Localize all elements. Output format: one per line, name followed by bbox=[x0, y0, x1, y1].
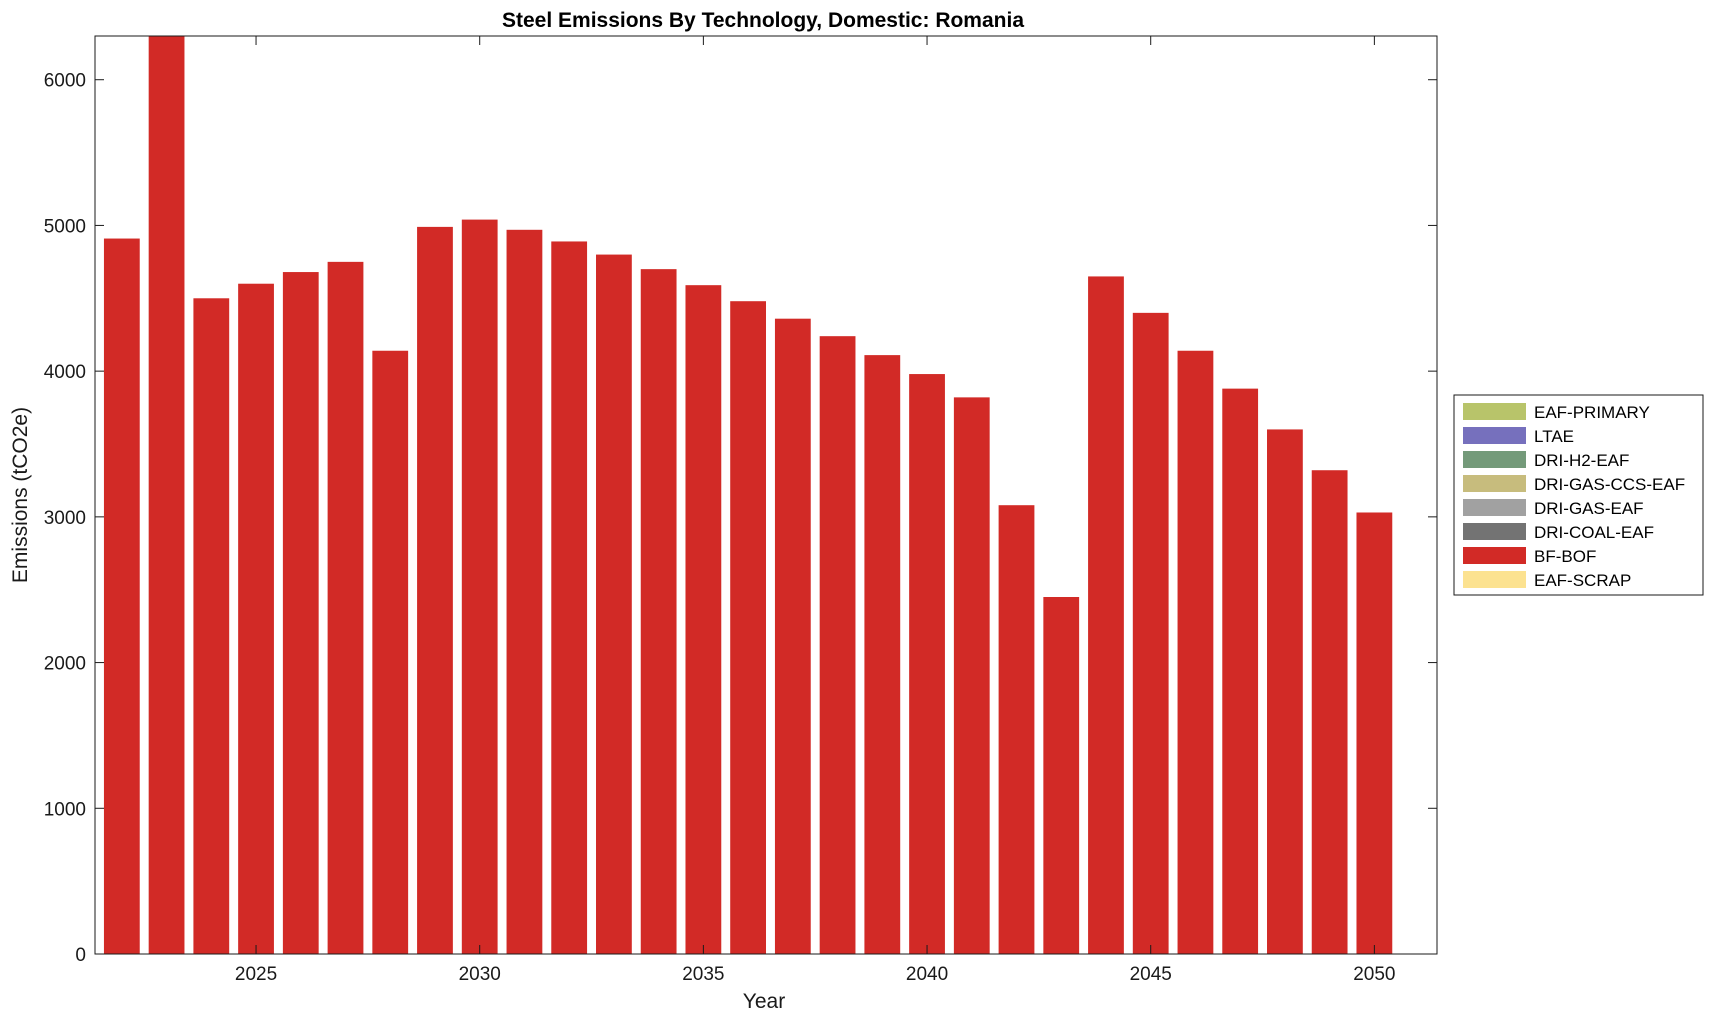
bar-bf-bof-2023 bbox=[148, 36, 185, 954]
y-axis-label: Emissions (tCO2e) bbox=[9, 407, 32, 583]
x-axis-label: Year bbox=[743, 990, 785, 1013]
x-tick-label: 2040 bbox=[906, 964, 948, 985]
bar-bf-bof-2027 bbox=[327, 261, 364, 954]
bar-bf-bof-2042 bbox=[998, 505, 1035, 954]
bar-bf-bof-2030 bbox=[461, 219, 498, 955]
bar-bf-bof-2037 bbox=[774, 318, 811, 955]
legend-label: DRI-GAS-EAF bbox=[1534, 499, 1644, 518]
legend-swatch-dri-gas-eaf bbox=[1463, 499, 1526, 516]
bar-bf-bof-2046 bbox=[1177, 350, 1214, 954]
y-tick-label: 5000 bbox=[44, 216, 86, 237]
bar-bf-bof-2035 bbox=[685, 285, 722, 955]
bar-bf-bof-2032 bbox=[551, 241, 588, 954]
y-tick-label: 0 bbox=[75, 945, 86, 966]
bar-bf-bof-2049 bbox=[1311, 470, 1348, 954]
legend-label: DRI-COAL-EAF bbox=[1534, 523, 1654, 542]
ticks-layer: 2025 2030 2035 2040 2045 2050 0 1000 2000 3000 400… bbox=[44, 36, 1437, 985]
bar-bf-bof-2045 bbox=[1132, 312, 1169, 954]
legend-swatch-dri-coal-eaf bbox=[1463, 523, 1526, 540]
bar-bf-bof-2036 bbox=[730, 301, 766, 954]
legend-swatch-bf-bof bbox=[1463, 547, 1526, 564]
bar-bf-bof-2029 bbox=[417, 226, 453, 954]
bar-bf-bof-2033 bbox=[596, 254, 632, 955]
x-tick-label: 2045 bbox=[1130, 964, 1172, 985]
bar-bf-bof-2040 bbox=[909, 374, 945, 954]
legend-swatch-eaf-primary bbox=[1463, 403, 1526, 420]
legend-label: DRI-GAS-CCS-EAF bbox=[1534, 475, 1685, 494]
bars-layer bbox=[103, 36, 1393, 955]
bar-bf-bof-2048 bbox=[1267, 429, 1303, 954]
legend-label: LTAE bbox=[1534, 427, 1574, 446]
y-tick-label: 4000 bbox=[44, 362, 86, 383]
bar-bf-bof-2028 bbox=[372, 350, 409, 954]
bar-bf-bof-2025 bbox=[238, 283, 274, 954]
legend-label: BF-BOF bbox=[1534, 547, 1596, 566]
x-tick-label: 2025 bbox=[235, 964, 277, 985]
bar-bf-bof-2047 bbox=[1222, 388, 1259, 955]
bar-bf-bof-2024 bbox=[193, 298, 230, 954]
legend-swatch-dri-h2-eaf bbox=[1463, 451, 1526, 468]
legend-label: EAF-PRIMARY bbox=[1534, 403, 1650, 422]
y-tick-label: 2000 bbox=[44, 654, 86, 675]
legend-swatch-dri-gas-ccs-eaf bbox=[1463, 475, 1526, 492]
legend-swatch-ltae bbox=[1463, 427, 1526, 444]
x-tick-label: 2030 bbox=[459, 964, 501, 985]
bar-bf-bof-2026 bbox=[282, 272, 319, 954]
bar-bf-bof-2038 bbox=[819, 336, 856, 955]
bar-bf-bof-2043 bbox=[1043, 597, 1080, 954]
chart-title: Steel Emissions By Technology, Domestic:… bbox=[502, 9, 1024, 32]
bar-bf-bof-2050 bbox=[1356, 512, 1393, 954]
bar-bf-bof-2031 bbox=[506, 229, 543, 955]
x-tick-label: 2050 bbox=[1353, 964, 1395, 985]
bar-bf-bof-2044 bbox=[1088, 276, 1124, 954]
legend-swatch-eaf-scrap bbox=[1463, 571, 1526, 588]
y-tick-label: 1000 bbox=[44, 799, 86, 820]
bar-bf-bof-2041 bbox=[953, 397, 990, 954]
x-tick-label: 2035 bbox=[682, 964, 724, 985]
bar-bf-bof-2034 bbox=[640, 269, 677, 955]
legend-label: EAF-SCRAP bbox=[1534, 571, 1631, 590]
legend: EAF-PRIMARY LTAE DRI-H2-EAF DRI-GAS-CCS-EAF… bbox=[1453, 394, 1704, 596]
bar-bf-bof-2039 bbox=[864, 355, 901, 955]
bar-bf-bof-2022 bbox=[103, 238, 140, 955]
legend-label: DRI-H2-EAF bbox=[1534, 451, 1629, 470]
legend-items: EAF-PRIMARY LTAE DRI-H2-EAF DRI-GAS-CCS-EAF… bbox=[1463, 403, 1685, 590]
y-tick-label: 3000 bbox=[44, 508, 86, 529]
y-tick-label: 6000 bbox=[44, 71, 86, 92]
plot-frame bbox=[94, 35, 1438, 955]
